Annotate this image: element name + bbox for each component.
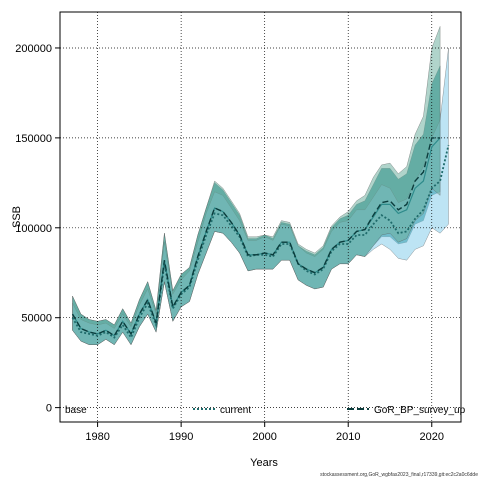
- x-tick-label-1980: 1980: [85, 431, 109, 443]
- x-tick-label-1990: 1990: [169, 431, 193, 443]
- grid-lines: [60, 12, 461, 422]
- source-note: stockassessment.org,GoR_wgbfas2023_final…: [320, 472, 478, 478]
- y-tick-label-50000: 50000: [21, 313, 52, 325]
- y-axis: 0 50000 100000 150000 200000: [15, 43, 60, 415]
- legend-entry-survey-up: GoR_BP_survey_up: [374, 405, 466, 416]
- y-tick-label-0: 0: [46, 403, 52, 415]
- y-axis-title: SSB: [11, 206, 23, 228]
- legend: base current GoR_BP_survey_up: [65, 405, 466, 416]
- band-gor-bp-survey-up: [72, 26, 441, 346]
- y-tick-label-200000: 200000: [15, 43, 52, 55]
- legend-entry-base: base: [65, 405, 87, 416]
- x-tick-label-2020: 2020: [420, 431, 444, 443]
- y-tick-label-100000: 100000: [15, 223, 52, 235]
- x-axis-title: Years: [250, 457, 278, 469]
- x-tick-label-2000: 2000: [252, 431, 276, 443]
- line-current: [71, 144, 450, 340]
- legend-entry-current: current: [220, 405, 251, 416]
- x-axis: 1980 1990 2000 2010 2020: [85, 422, 444, 443]
- series-lines: [71, 137, 450, 340]
- confidence-bands: [72, 26, 449, 346]
- x-tick-label-2010: 2010: [336, 431, 360, 443]
- line-gor-bp-survey-up: [71, 137, 441, 337]
- plot-frame: [59, 11, 462, 423]
- y-tick-label-150000: 150000: [15, 133, 52, 145]
